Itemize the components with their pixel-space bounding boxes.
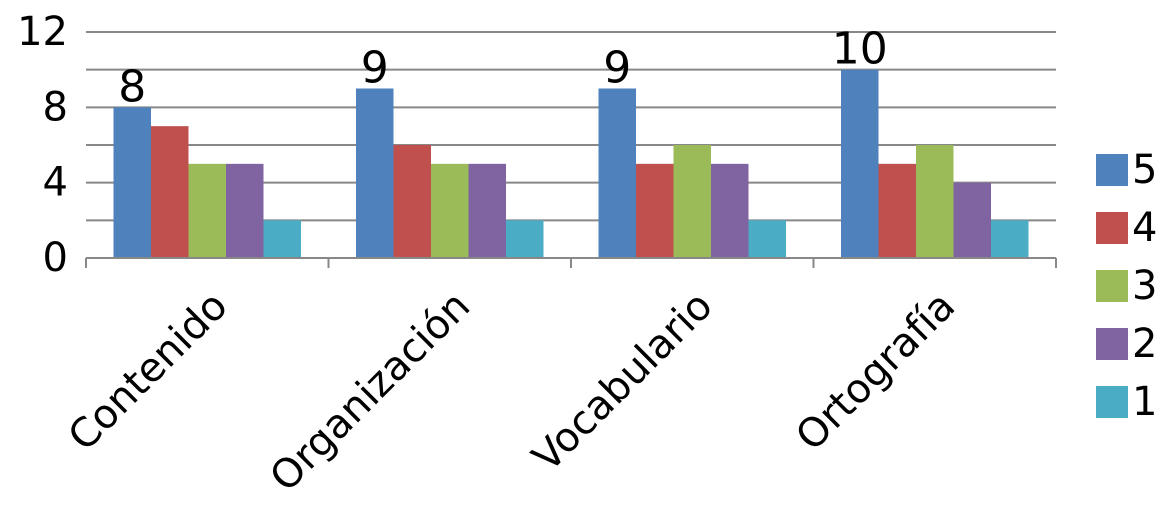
bar: [113, 107, 151, 258]
category-label: Ortografía: [787, 283, 964, 460]
bar: [673, 145, 711, 258]
bar: [188, 163, 226, 258]
data-label: 9: [361, 43, 389, 94]
bar: [841, 69, 879, 259]
legend-label: 1: [1132, 379, 1157, 425]
legend-swatch: [1096, 386, 1128, 418]
legend-label: 3: [1132, 263, 1157, 309]
bar: [953, 182, 991, 258]
bar: [711, 163, 749, 258]
category-label: Organización: [261, 283, 479, 501]
bar: [431, 163, 469, 258]
data-label: 8: [118, 61, 146, 112]
category-label: Vocabulario: [524, 283, 722, 481]
category-label: Contenido: [60, 283, 237, 460]
legend-label: 2: [1132, 321, 1157, 367]
bar: [748, 220, 786, 258]
bar: [506, 220, 544, 258]
y-tick-label: 12: [17, 9, 68, 55]
y-tick-label: 0: [43, 235, 68, 281]
legend-swatch: [1096, 154, 1128, 186]
legend-swatch: [1096, 212, 1128, 244]
bar: [878, 163, 916, 258]
legend: 5 4 3 2 1: [1096, 147, 1157, 425]
legend-label: 5: [1132, 147, 1157, 193]
data-label: 9: [603, 43, 631, 94]
legend-swatch: [1096, 328, 1128, 360]
legend-label: 4: [1132, 205, 1157, 251]
bar: [916, 145, 954, 258]
bar: [151, 126, 189, 259]
axes: [85, 257, 1057, 268]
bar: [226, 163, 264, 258]
data-label: 10: [832, 24, 888, 75]
y-tick-label: 8: [43, 84, 68, 130]
legend-swatch: [1096, 270, 1128, 302]
y-tick-label: 4: [43, 160, 68, 206]
bar: [991, 220, 1029, 258]
bar: [468, 163, 506, 258]
bars: [113, 69, 1029, 259]
bar: [598, 88, 636, 258]
bar: [393, 145, 431, 258]
bar: [356, 88, 394, 258]
bar: [636, 163, 674, 258]
bar: [263, 220, 301, 258]
